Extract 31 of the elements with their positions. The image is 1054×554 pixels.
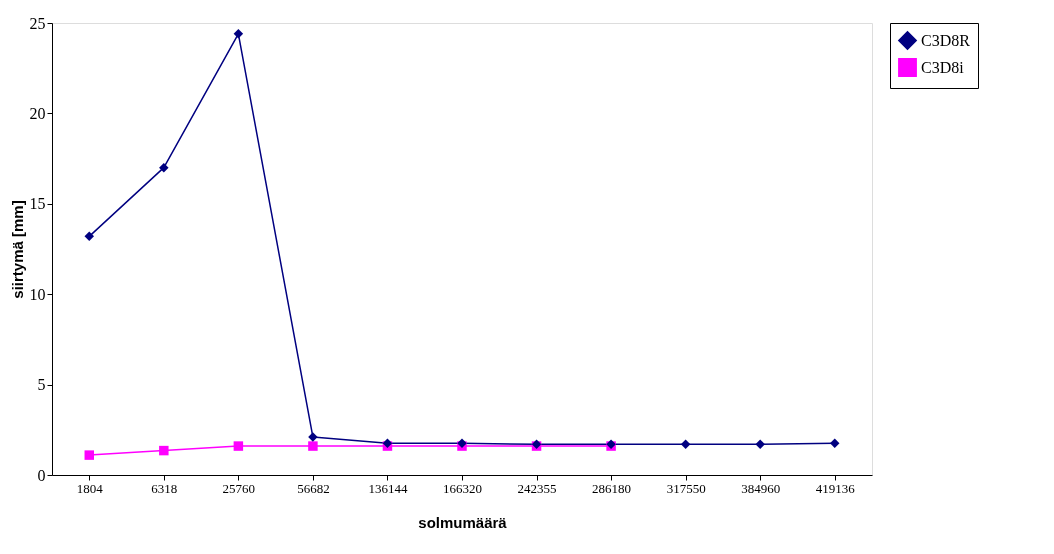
point	[233, 29, 244, 39]
x-tick-label: 242355	[517, 480, 557, 496]
y-tick-label: 15	[29, 195, 46, 213]
x-tick-label: 166320	[443, 480, 482, 496]
x-axis-title: solmumäärä	[418, 513, 508, 531]
legend-label: C3D8i	[921, 58, 965, 76]
point	[829, 438, 840, 449]
y-tick-label: 20	[29, 104, 46, 122]
y-tick-label: 0	[37, 466, 46, 484]
x-tick-label: 136144	[368, 480, 408, 496]
y-tick-label: 5	[37, 376, 46, 394]
y-axis-title: siirtymä [mm]	[8, 200, 26, 299]
x-tick-label: 6318	[151, 480, 178, 496]
point	[159, 445, 169, 456]
point	[233, 441, 244, 451]
point	[159, 162, 169, 173]
point	[755, 439, 765, 450]
point	[308, 441, 318, 451]
x-tick-label: 286180	[592, 480, 632, 496]
y-tick-label: 10	[29, 285, 46, 303]
x-tick-label: 1804	[76, 480, 104, 496]
point	[84, 450, 95, 460]
x-tick-label: 25760	[222, 480, 256, 496]
x-tick-label: 384960	[741, 480, 781, 496]
legend-label: C3D8R	[921, 31, 971, 49]
point	[680, 439, 691, 450]
x-tick-label: 317550	[666, 480, 706, 496]
x-tick-label: 56682	[297, 480, 330, 496]
point	[84, 231, 95, 242]
x-tick-label: 419136	[815, 480, 856, 496]
y-tick-label: 25	[29, 14, 46, 32]
